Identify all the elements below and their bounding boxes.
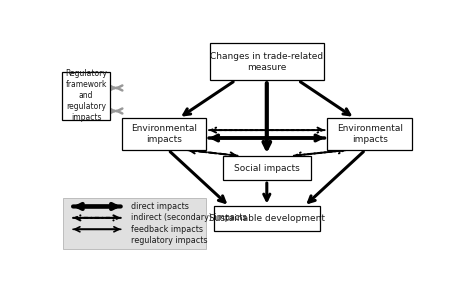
Bar — [63, 198, 206, 249]
Bar — [62, 72, 110, 120]
Text: Regulatory
framework
and
regulatory
impacts: Regulatory framework and regulatory impa… — [65, 69, 107, 122]
Bar — [122, 118, 206, 150]
Text: Changes in trade-related
measure: Changes in trade-related measure — [210, 52, 323, 72]
Text: direct impacts: direct impacts — [131, 202, 189, 211]
Bar — [223, 156, 311, 180]
Bar — [210, 43, 324, 80]
Bar — [213, 206, 320, 231]
Text: feedback impacts: feedback impacts — [131, 225, 203, 234]
Text: Environmental
impacts: Environmental impacts — [337, 124, 402, 144]
Text: Social impacts: Social impacts — [234, 164, 300, 172]
Text: Sustainable development: Sustainable development — [209, 214, 325, 223]
Bar — [328, 118, 412, 150]
Text: regulatory impacts: regulatory impacts — [131, 236, 208, 245]
Text: Environmental
impacts: Environmental impacts — [131, 124, 197, 144]
Text: indirect (secondary) impacts: indirect (secondary) impacts — [131, 213, 246, 222]
